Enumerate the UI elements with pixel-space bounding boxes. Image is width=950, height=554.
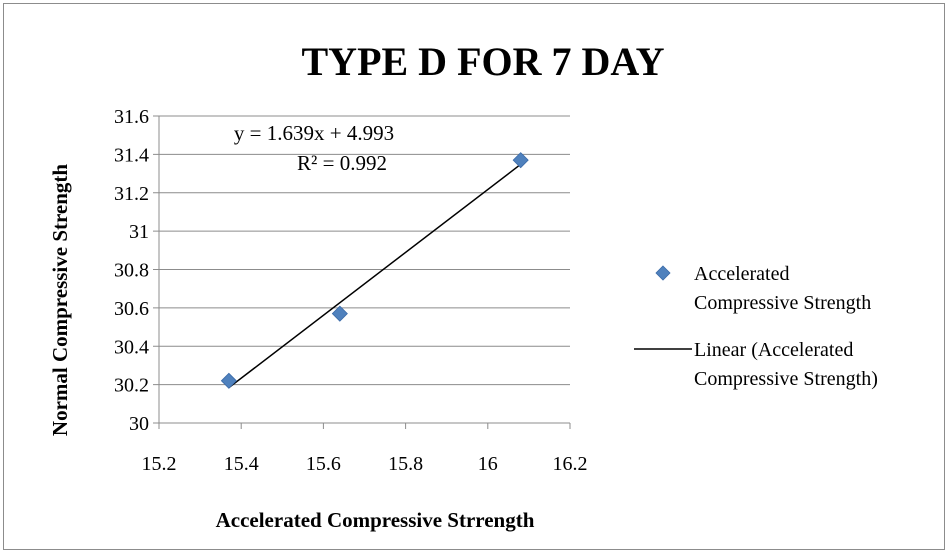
x-tick-labels: 15.2 15.4 15.6 15.8 16 16.2	[142, 453, 588, 475]
legend-label-series: Accelerated	[694, 263, 789, 285]
x-tick-label: 15.6	[306, 453, 341, 475]
legend-label-trendline: Linear (Accelerated	[694, 339, 853, 361]
y-tick-label: 31.6	[114, 106, 149, 128]
y-tick-label: 30.8	[114, 260, 149, 282]
chart-area: TYPE D FOR 7 DAY 30 30.2 30.4 30.6 30.8 31 31.…	[3, 3, 945, 550]
y-tick-label: 31.2	[114, 183, 149, 205]
chart-title: TYPE D FOR 7 DAY	[302, 39, 665, 84]
y-tick-label: 30	[129, 413, 149, 435]
grid-lines	[159, 115, 570, 386]
y-axis-title: Normal Compressive Strength	[48, 164, 72, 437]
trendline-equation: y = 1.639x + 4.993	[234, 121, 394, 145]
data-point	[512, 152, 529, 169]
data-points	[220, 152, 529, 389]
x-tick-label: 15.4	[224, 453, 259, 475]
data-point	[331, 305, 348, 322]
y-tick-label: 30.4	[114, 336, 149, 358]
trendline	[228, 163, 522, 389]
legend-label-series: Compressive Strength	[694, 292, 871, 314]
x-tick-label: 15.8	[388, 453, 423, 475]
axes	[153, 115, 571, 429]
chart-svg: TYPE D FOR 7 DAY 30 30.2 30.4 30.6 30.8 31 31.…	[48, 39, 878, 532]
y-tick-label: 31.4	[114, 144, 149, 166]
y-tick-label: 31	[129, 221, 149, 243]
x-tick-label: 16.2	[553, 453, 588, 475]
legend: Accelerated Compressive Strength Linear (A…	[634, 263, 878, 390]
y-tick-label: 30.2	[114, 375, 149, 397]
trendline-r-squared: R² = 0.992	[297, 151, 387, 175]
legend-label-trendline: Compressive Strength)	[694, 368, 878, 390]
x-tick-label: 15.2	[142, 453, 177, 475]
data-point	[220, 372, 237, 389]
y-tick-label: 30.6	[114, 298, 149, 320]
legend-marker-diamond	[655, 265, 671, 281]
x-tick-label: 16	[478, 453, 498, 475]
y-tick-labels: 30 30.2 30.4 30.6 30.8 31 31.2 31.4 31.6	[114, 106, 149, 435]
x-axis-title: Accelerated Compressive Strrength	[216, 508, 535, 532]
trendline-line	[228, 163, 522, 389]
